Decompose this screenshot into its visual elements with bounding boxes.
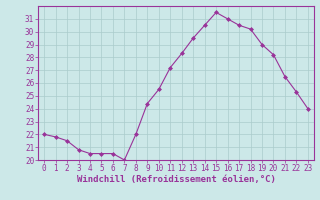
X-axis label: Windchill (Refroidissement éolien,°C): Windchill (Refroidissement éolien,°C) bbox=[76, 175, 276, 184]
